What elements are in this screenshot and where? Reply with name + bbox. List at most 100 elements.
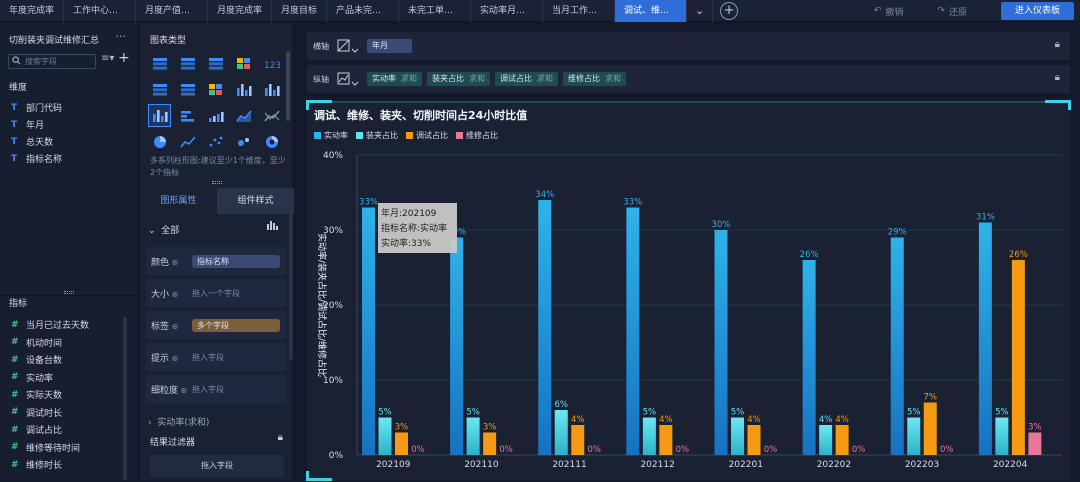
sheet-tab[interactable]: 产品未完产值... — [327, 0, 400, 22]
table-chart-type-icon[interactable] — [149, 53, 170, 74]
table3-chart-type-icon[interactable] — [149, 79, 170, 100]
bar-装夹占比-202202[interactable] — [819, 425, 833, 455]
measure-series-row[interactable]: › 实动率(求和) — [148, 415, 209, 428]
property-row[interactable]: 提示 ⊕ 拖入字段 — [146, 343, 286, 371]
property-drop-zone[interactable]: 指标名称 — [192, 254, 280, 268]
field-panel-scrollbar[interactable] — [123, 317, 127, 480]
num-chart-type-icon[interactable]: 123 — [261, 53, 282, 74]
sheet-tab[interactable]: 年度完成率 — [0, 0, 65, 22]
bar-实动率-202204[interactable] — [978, 222, 992, 456]
x-axis-shelf[interactable]: 横轴 年月 🔒︎ — [307, 32, 1070, 60]
grid-chart-type-icon[interactable] — [205, 53, 226, 74]
measure-field[interactable]: # 调试时长 — [11, 406, 62, 419]
chevron-down-icon[interactable]: ⌄ — [687, 0, 714, 22]
multibar-chart-type-icon[interactable] — [148, 104, 171, 127]
bar-实动率-202202[interactable] — [802, 260, 816, 455]
measure-field[interactable]: # 维修时长 — [11, 458, 62, 472]
y-axis-field-pill[interactable]: 装夹占比 求和 — [427, 72, 490, 86]
bar-装夹占比-202112[interactable] — [642, 417, 656, 456]
bar-实动率-202203[interactable] — [890, 237, 904, 456]
pie-chart-type-icon[interactable] — [149, 131, 170, 152]
dimension-field[interactable]: T 总天数 — [11, 135, 53, 149]
tab-component-style[interactable]: 组件样式 — [217, 188, 294, 214]
steps-chart-type-icon[interactable] — [205, 105, 226, 126]
measure-field[interactable]: # 调试占比 — [11, 423, 62, 437]
dimension-field[interactable]: T 部门代码 — [11, 101, 62, 115]
property-row[interactable]: 大小 ⊕ 拖入一个字段 — [146, 279, 286, 307]
bar-维修占比-202204[interactable] — [1028, 432, 1042, 456]
chart-type-scrollbar[interactable] — [286, 51, 290, 121]
bars-chart-type-icon[interactable] — [233, 79, 254, 100]
bar-实动率-202112[interactable] — [626, 207, 640, 456]
resize-grip[interactable] — [64, 291, 74, 294]
more-icon[interactable]: ··· — [115, 30, 127, 43]
bar-调试占比-202112[interactable] — [659, 425, 673, 455]
sheet-tab[interactable]: 月度目标 — [272, 0, 328, 22]
bar-装夹占比-202111[interactable] — [554, 410, 568, 455]
measure-field[interactable]: # 设备台数 — [11, 353, 62, 367]
lines-chart-type-icon[interactable] — [261, 105, 282, 126]
redo-button[interactable]: ↷ 还原 — [937, 5, 967, 18]
heat-chart-type-icon[interactable] — [205, 79, 226, 100]
all-series-row[interactable]: ⌄ 全部 — [148, 223, 179, 236]
sheet-tab[interactable]: 调试、维修、... — [615, 0, 688, 22]
sheet-tab[interactable]: 月度完成率 — [208, 0, 273, 22]
undo-button[interactable]: ↶ 撤销 — [874, 5, 904, 18]
scatter-chart-type-icon[interactable] — [205, 131, 226, 152]
measure-field[interactable]: # 机动时间 — [11, 336, 62, 349]
sort-filter-icon[interactable]: ≡▾ — [101, 53, 115, 64]
sheet-tab[interactable]: 工作中心年完... — [64, 0, 137, 22]
table4-chart-type-icon[interactable] — [177, 79, 198, 100]
sheet-tab[interactable]: 未完工单超期... — [399, 0, 472, 22]
lock-icon[interactable]: 🔒︎ — [277, 432, 283, 443]
property-drop-zone[interactable]: 多个字段 — [192, 318, 280, 332]
y-axis-field-pill[interactable]: 实动率 求和 — [367, 72, 422, 86]
bar-装夹占比-202110[interactable] — [466, 417, 480, 456]
bar-装夹占比-202201[interactable] — [731, 417, 744, 456]
y-axis-type-icon[interactable] — [337, 72, 367, 86]
bar-实动率-202201[interactable] — [714, 230, 728, 455]
property-row[interactable]: 标签 ⊕ 多个字段 — [146, 311, 286, 339]
bar-装夹占比-202109[interactable] — [378, 417, 392, 456]
measure-field[interactable]: # 当月已过去天数 — [11, 318, 89, 332]
enter-dashboard-button[interactable]: 进入仪表板 — [1000, 2, 1074, 20]
bar-装夹占比-202203[interactable] — [907, 417, 921, 456]
legend-item[interactable]: 装夹占比 — [356, 130, 398, 141]
sheet-tab[interactable]: 月度产值完成... — [136, 0, 209, 22]
field-search-input[interactable]: 搜索字段 — [8, 54, 96, 69]
property-drop-zone[interactable]: 拖入字段 — [192, 384, 224, 394]
lock-icon[interactable]: 🔒︎ — [1054, 72, 1060, 83]
property-row[interactable]: 颜色 ⊕ 指标名称 — [146, 247, 286, 275]
measure-field[interactable]: # 实际天数 — [11, 388, 62, 402]
x-axis-field-pill[interactable]: 年月 — [367, 39, 412, 53]
filter-drop-zone[interactable]: 拖入字段 — [150, 455, 284, 477]
x-axis-type-icon[interactable] — [337, 39, 367, 53]
bar-调试占比-202202[interactable] — [835, 425, 849, 455]
sheet-tab[interactable]: 实动率月度变化 — [471, 0, 544, 22]
measure-field[interactable]: # 实动率 — [11, 371, 53, 384]
area-chart-type-icon[interactable] — [233, 105, 254, 126]
bar-调试占比-202203[interactable] — [923, 402, 937, 456]
legend-item[interactable]: 实动率 — [314, 130, 348, 141]
sheet-tab[interactable]: 当月工作中心... — [543, 0, 616, 22]
bar-调试占比-202110[interactable] — [483, 432, 497, 456]
legend-item[interactable]: 维修占比 — [456, 130, 498, 141]
bar-chart-icon[interactable] — [267, 220, 279, 233]
bar-装夹占比-202204[interactable] — [995, 417, 1009, 456]
property-drop-zone[interactable]: 拖入字段 — [192, 352, 224, 362]
dimension-field[interactable]: T 指标名称 — [11, 152, 62, 166]
bar-调试占比-202109[interactable] — [395, 432, 408, 456]
add-tab-button[interactable]: + — [713, 0, 739, 22]
bars2-chart-type-icon[interactable] — [261, 79, 282, 100]
bar-实动率-202109[interactable] — [362, 207, 375, 456]
legend-item[interactable]: 调试占比 — [406, 130, 448, 141]
tab-graph-properties[interactable]: 图形属性 — [140, 188, 217, 214]
property-drop-zone[interactable]: 拖入一个字段 — [192, 288, 240, 298]
chart-card[interactable]: 0% 10% 20% 30% 40% 实动率/装夹占比/调试占比/维修占比 33% 5% 3% 0… — [306, 100, 1071, 481]
y-axis-field-pill[interactable]: 维修占比 求和 — [563, 72, 626, 86]
y-axis-shelf[interactable]: 纵轴 实动率 求和 装夹占比 求和 调试占比 求和 维修占比 求和 🔒︎ — [307, 65, 1070, 93]
property-row[interactable]: 细粒度 ⊕ 拖入字段 — [146, 375, 286, 403]
dimension-field[interactable]: T 年月 — [11, 118, 44, 132]
y-axis-field-pill[interactable]: 调试占比 求和 — [495, 72, 558, 86]
lock-icon[interactable]: 🔒︎ — [1054, 39, 1060, 50]
